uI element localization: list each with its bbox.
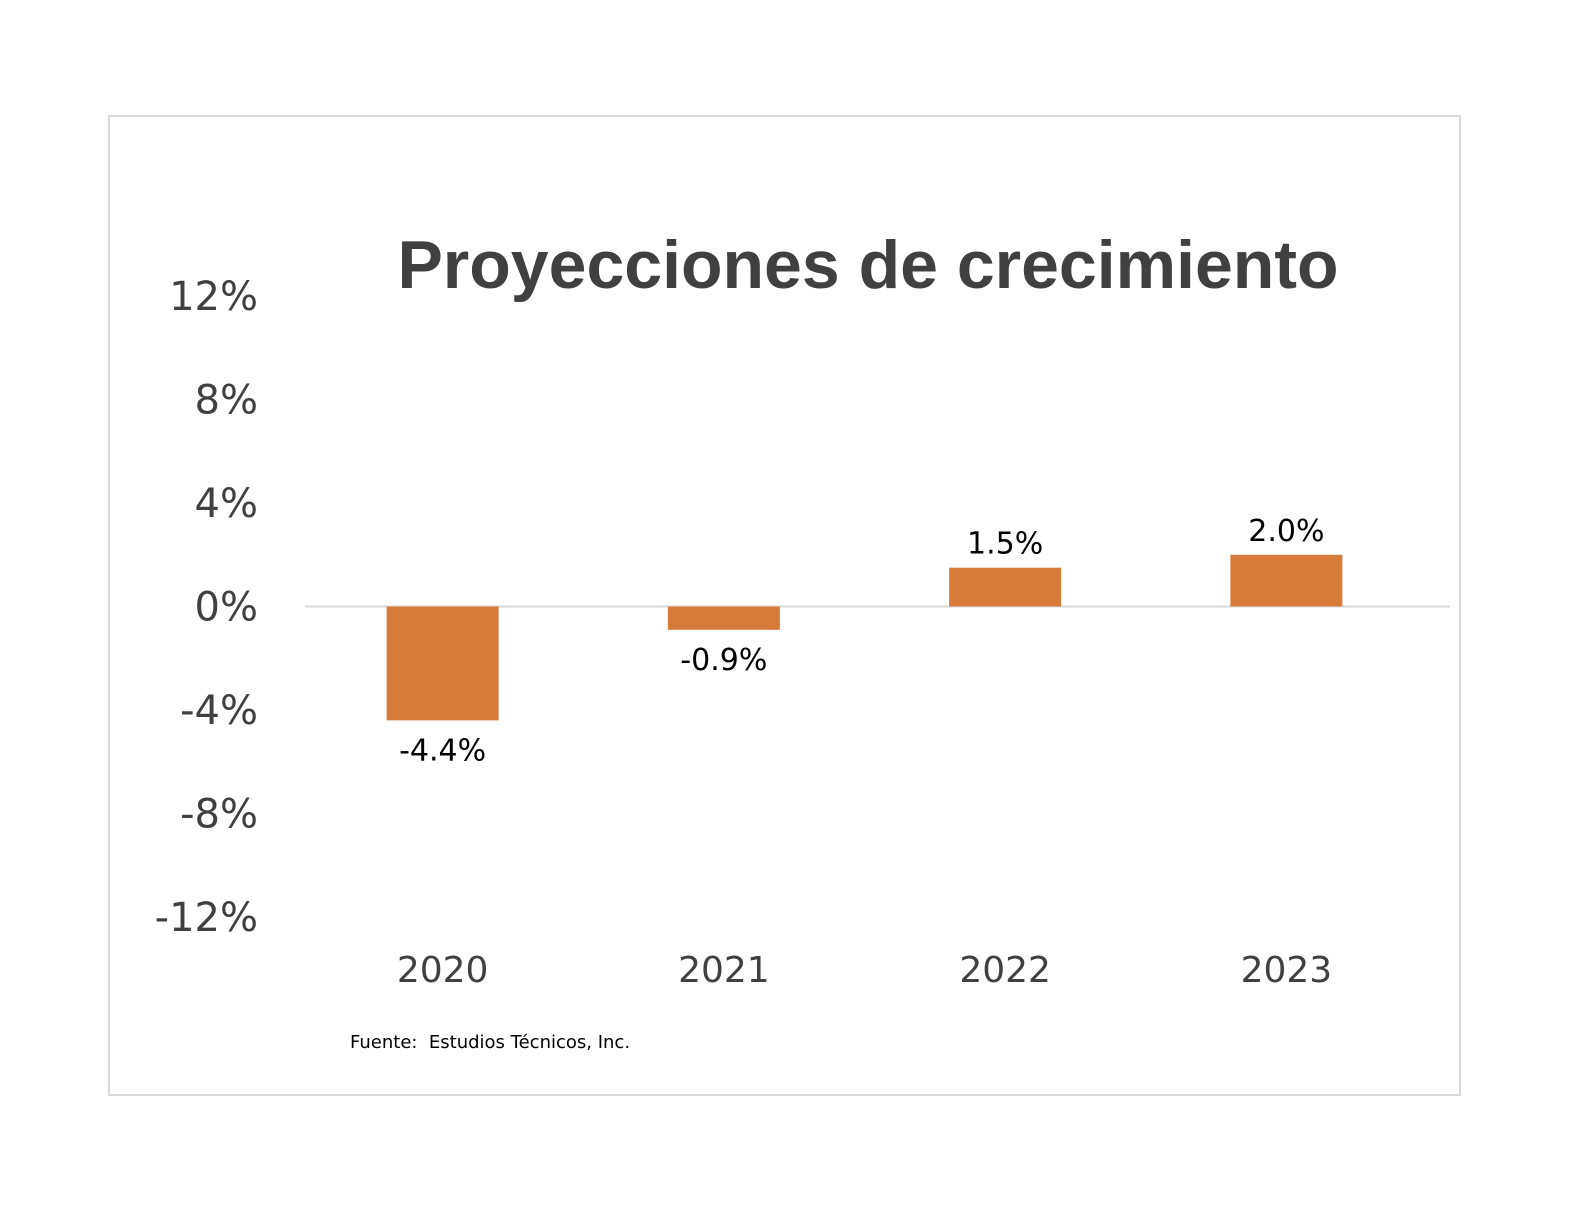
bar-2023 [1230,554,1343,607]
y-tick-label: 12% [169,274,258,320]
source-note: Fuente: Estudios Técnicos, Inc. [350,1032,630,1053]
x-tick-label: 2020 [397,950,489,991]
data-label: -4.4% [399,733,486,768]
data-labels: -4.4% -0.9% 1.5% 2.0% [399,514,1324,769]
x-axis-ticks: 2020 2021 2022 2023 [397,950,1332,991]
bar-2020 [386,606,499,721]
data-label: 1.5% [967,527,1043,562]
y-tick-label: -8% [180,792,258,838]
x-tick-label: 2022 [959,950,1051,991]
data-label: 2.0% [1248,514,1324,549]
bars [386,554,1343,721]
bar-2021 [667,606,780,630]
x-tick-label: 2023 [1241,950,1333,991]
bar-2022 [949,567,1062,607]
y-tick-label: 0% [195,585,258,631]
y-tick-label: -12% [155,895,258,941]
data-label: -0.9% [680,643,767,678]
x-tick-label: 2021 [678,950,770,991]
y-tick-label: 4% [195,481,258,527]
y-axis-ticks: 12% 8% 4% 0% -4% -8% -12% [155,274,258,941]
chart-title: Proyecciones de crecimiento [397,227,1338,303]
y-tick-label: -4% [180,688,258,734]
y-tick-label: 8% [195,378,258,424]
